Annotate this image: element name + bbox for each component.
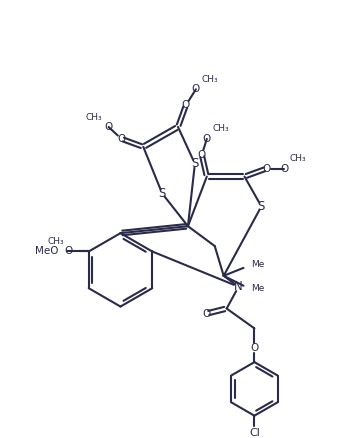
Text: CH₃: CH₃ (290, 154, 306, 163)
Text: Me: Me (252, 284, 265, 293)
Text: O: O (192, 84, 200, 94)
Text: S: S (191, 157, 199, 170)
Text: CH₃: CH₃ (48, 237, 64, 246)
Text: MeO: MeO (36, 247, 59, 257)
Text: Cl: Cl (249, 427, 260, 438)
Text: O: O (198, 150, 206, 160)
Text: CH₃: CH₃ (212, 124, 229, 134)
Text: S: S (258, 200, 265, 213)
Text: O: O (262, 164, 270, 173)
Text: O: O (203, 134, 211, 144)
Text: O: O (65, 247, 73, 257)
Text: CH₃: CH₃ (85, 113, 102, 122)
Text: O: O (280, 164, 288, 173)
Text: Me: Me (252, 260, 265, 269)
Text: N: N (234, 280, 243, 293)
Text: O: O (250, 343, 258, 353)
Text: CH₃: CH₃ (201, 75, 218, 84)
Text: O: O (117, 134, 126, 144)
Text: O: O (105, 122, 113, 132)
Text: O: O (182, 100, 190, 110)
Text: O: O (203, 308, 211, 318)
Text: S: S (159, 187, 166, 200)
